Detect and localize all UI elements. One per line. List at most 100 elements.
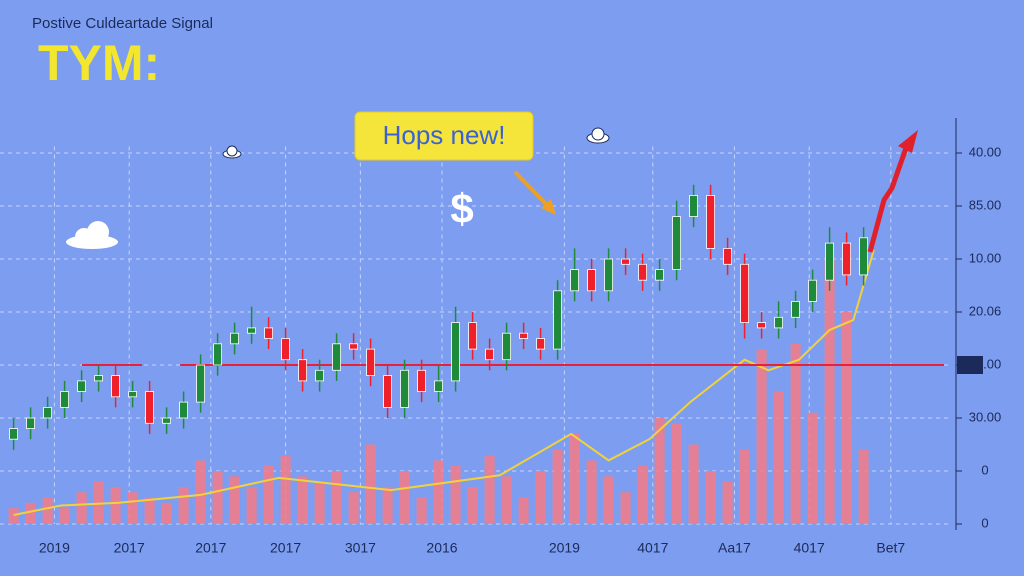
volume-bar xyxy=(280,455,291,524)
volume-bar xyxy=(467,486,478,524)
volume-bar xyxy=(654,418,665,524)
candle-body xyxy=(468,322,478,350)
volume-bar xyxy=(365,444,376,524)
candle-body xyxy=(366,348,376,377)
chart-subtitle: Postive Culdeartade Signal xyxy=(32,15,213,32)
volume-bar xyxy=(212,471,223,524)
volume-bar xyxy=(671,423,682,524)
x-tick-label: 2019 xyxy=(549,540,580,556)
volume-bar xyxy=(841,312,852,524)
x-tick-label: 2017 xyxy=(195,540,226,556)
volume-bar xyxy=(569,433,580,524)
cloud xyxy=(66,221,118,249)
volume-bar xyxy=(178,486,189,524)
candle-body xyxy=(502,332,512,361)
candle-body xyxy=(587,269,596,292)
y-tick-label: 83.00 xyxy=(969,356,1002,371)
candle-body xyxy=(298,359,308,382)
volume-bar xyxy=(399,471,410,524)
y-tick-label: 40.00 xyxy=(969,144,1002,159)
x-tick-label: 4017 xyxy=(794,540,825,556)
candle-body xyxy=(60,391,69,408)
volume-bar xyxy=(739,449,750,524)
volume-bar xyxy=(229,476,240,524)
volume-bar xyxy=(110,486,121,524)
candle-body xyxy=(213,343,223,366)
x-tick-label: 2019 xyxy=(39,540,70,556)
y-tick-label: 10.00 xyxy=(969,250,1002,265)
volume-bar xyxy=(807,412,818,524)
tick-highlight xyxy=(957,356,983,374)
candle-body xyxy=(417,369,427,392)
x-tick-label: 2016 xyxy=(426,540,457,556)
volume-bar xyxy=(705,471,716,524)
candle-body xyxy=(162,417,172,424)
volume-bar xyxy=(603,476,614,524)
candle-body xyxy=(26,417,36,430)
candle-body xyxy=(553,290,562,350)
chart-title: TYM: xyxy=(38,35,160,91)
candle-body xyxy=(43,406,52,419)
candle-body xyxy=(383,375,393,408)
candle-body xyxy=(128,391,138,398)
volume-bar xyxy=(59,508,70,524)
y-tick-label: 0 xyxy=(981,515,988,530)
candle-body xyxy=(672,216,681,271)
volume-bar xyxy=(450,465,461,524)
candle-body xyxy=(723,247,732,265)
volume-bar xyxy=(144,497,155,524)
symbol: $ xyxy=(450,185,473,232)
candle-body xyxy=(230,332,240,345)
x-tick-label: 3017 xyxy=(345,540,376,556)
candle-body xyxy=(77,380,86,392)
candle-body xyxy=(791,300,800,318)
cloud xyxy=(586,127,610,144)
candle-body xyxy=(808,279,817,302)
candle-body xyxy=(706,194,715,249)
volume-bar xyxy=(773,391,784,524)
volume-bar xyxy=(297,476,308,524)
candle-body xyxy=(825,242,834,281)
volume-bar xyxy=(790,343,801,524)
volume-bar xyxy=(195,460,206,524)
candle-body xyxy=(536,338,545,350)
candle-body xyxy=(332,343,342,371)
volume-bar xyxy=(76,492,87,524)
candle-body xyxy=(179,401,189,419)
clouds xyxy=(66,127,610,249)
annotation-box xyxy=(354,111,534,161)
trend-line xyxy=(13,249,875,516)
candle-body xyxy=(604,258,613,292)
candle-body xyxy=(451,322,461,382)
trend-arrow xyxy=(867,130,918,253)
volume-bar xyxy=(484,455,495,524)
x-tick-label: 2017 xyxy=(270,540,301,556)
candle-body xyxy=(842,242,851,276)
candle-body xyxy=(485,348,495,361)
candle-body xyxy=(400,369,410,408)
volume-bar xyxy=(552,449,563,524)
candle-body xyxy=(638,263,647,281)
volume-bar xyxy=(416,497,427,524)
candle-body xyxy=(349,343,359,350)
candle-body xyxy=(281,338,291,361)
candle-body xyxy=(247,327,257,334)
candle-body xyxy=(519,332,528,339)
volume-bar xyxy=(518,497,529,524)
volume-bar xyxy=(501,476,512,524)
x-tick-label: 2017 xyxy=(114,540,145,556)
candle-body xyxy=(774,316,783,329)
x-tick-label: 4017 xyxy=(637,540,668,556)
annotation: Hops new! xyxy=(383,120,506,150)
candle-body xyxy=(570,269,579,292)
volume-bar xyxy=(858,449,869,524)
plot xyxy=(8,184,944,524)
candle-body xyxy=(196,364,206,403)
candle-body xyxy=(434,380,444,392)
x-tick-label: Bet7 xyxy=(876,540,905,556)
y-tick-label: 20.06 xyxy=(969,303,1002,318)
y-tick-label: 30.00 xyxy=(969,409,1002,424)
candle-body xyxy=(655,269,664,281)
